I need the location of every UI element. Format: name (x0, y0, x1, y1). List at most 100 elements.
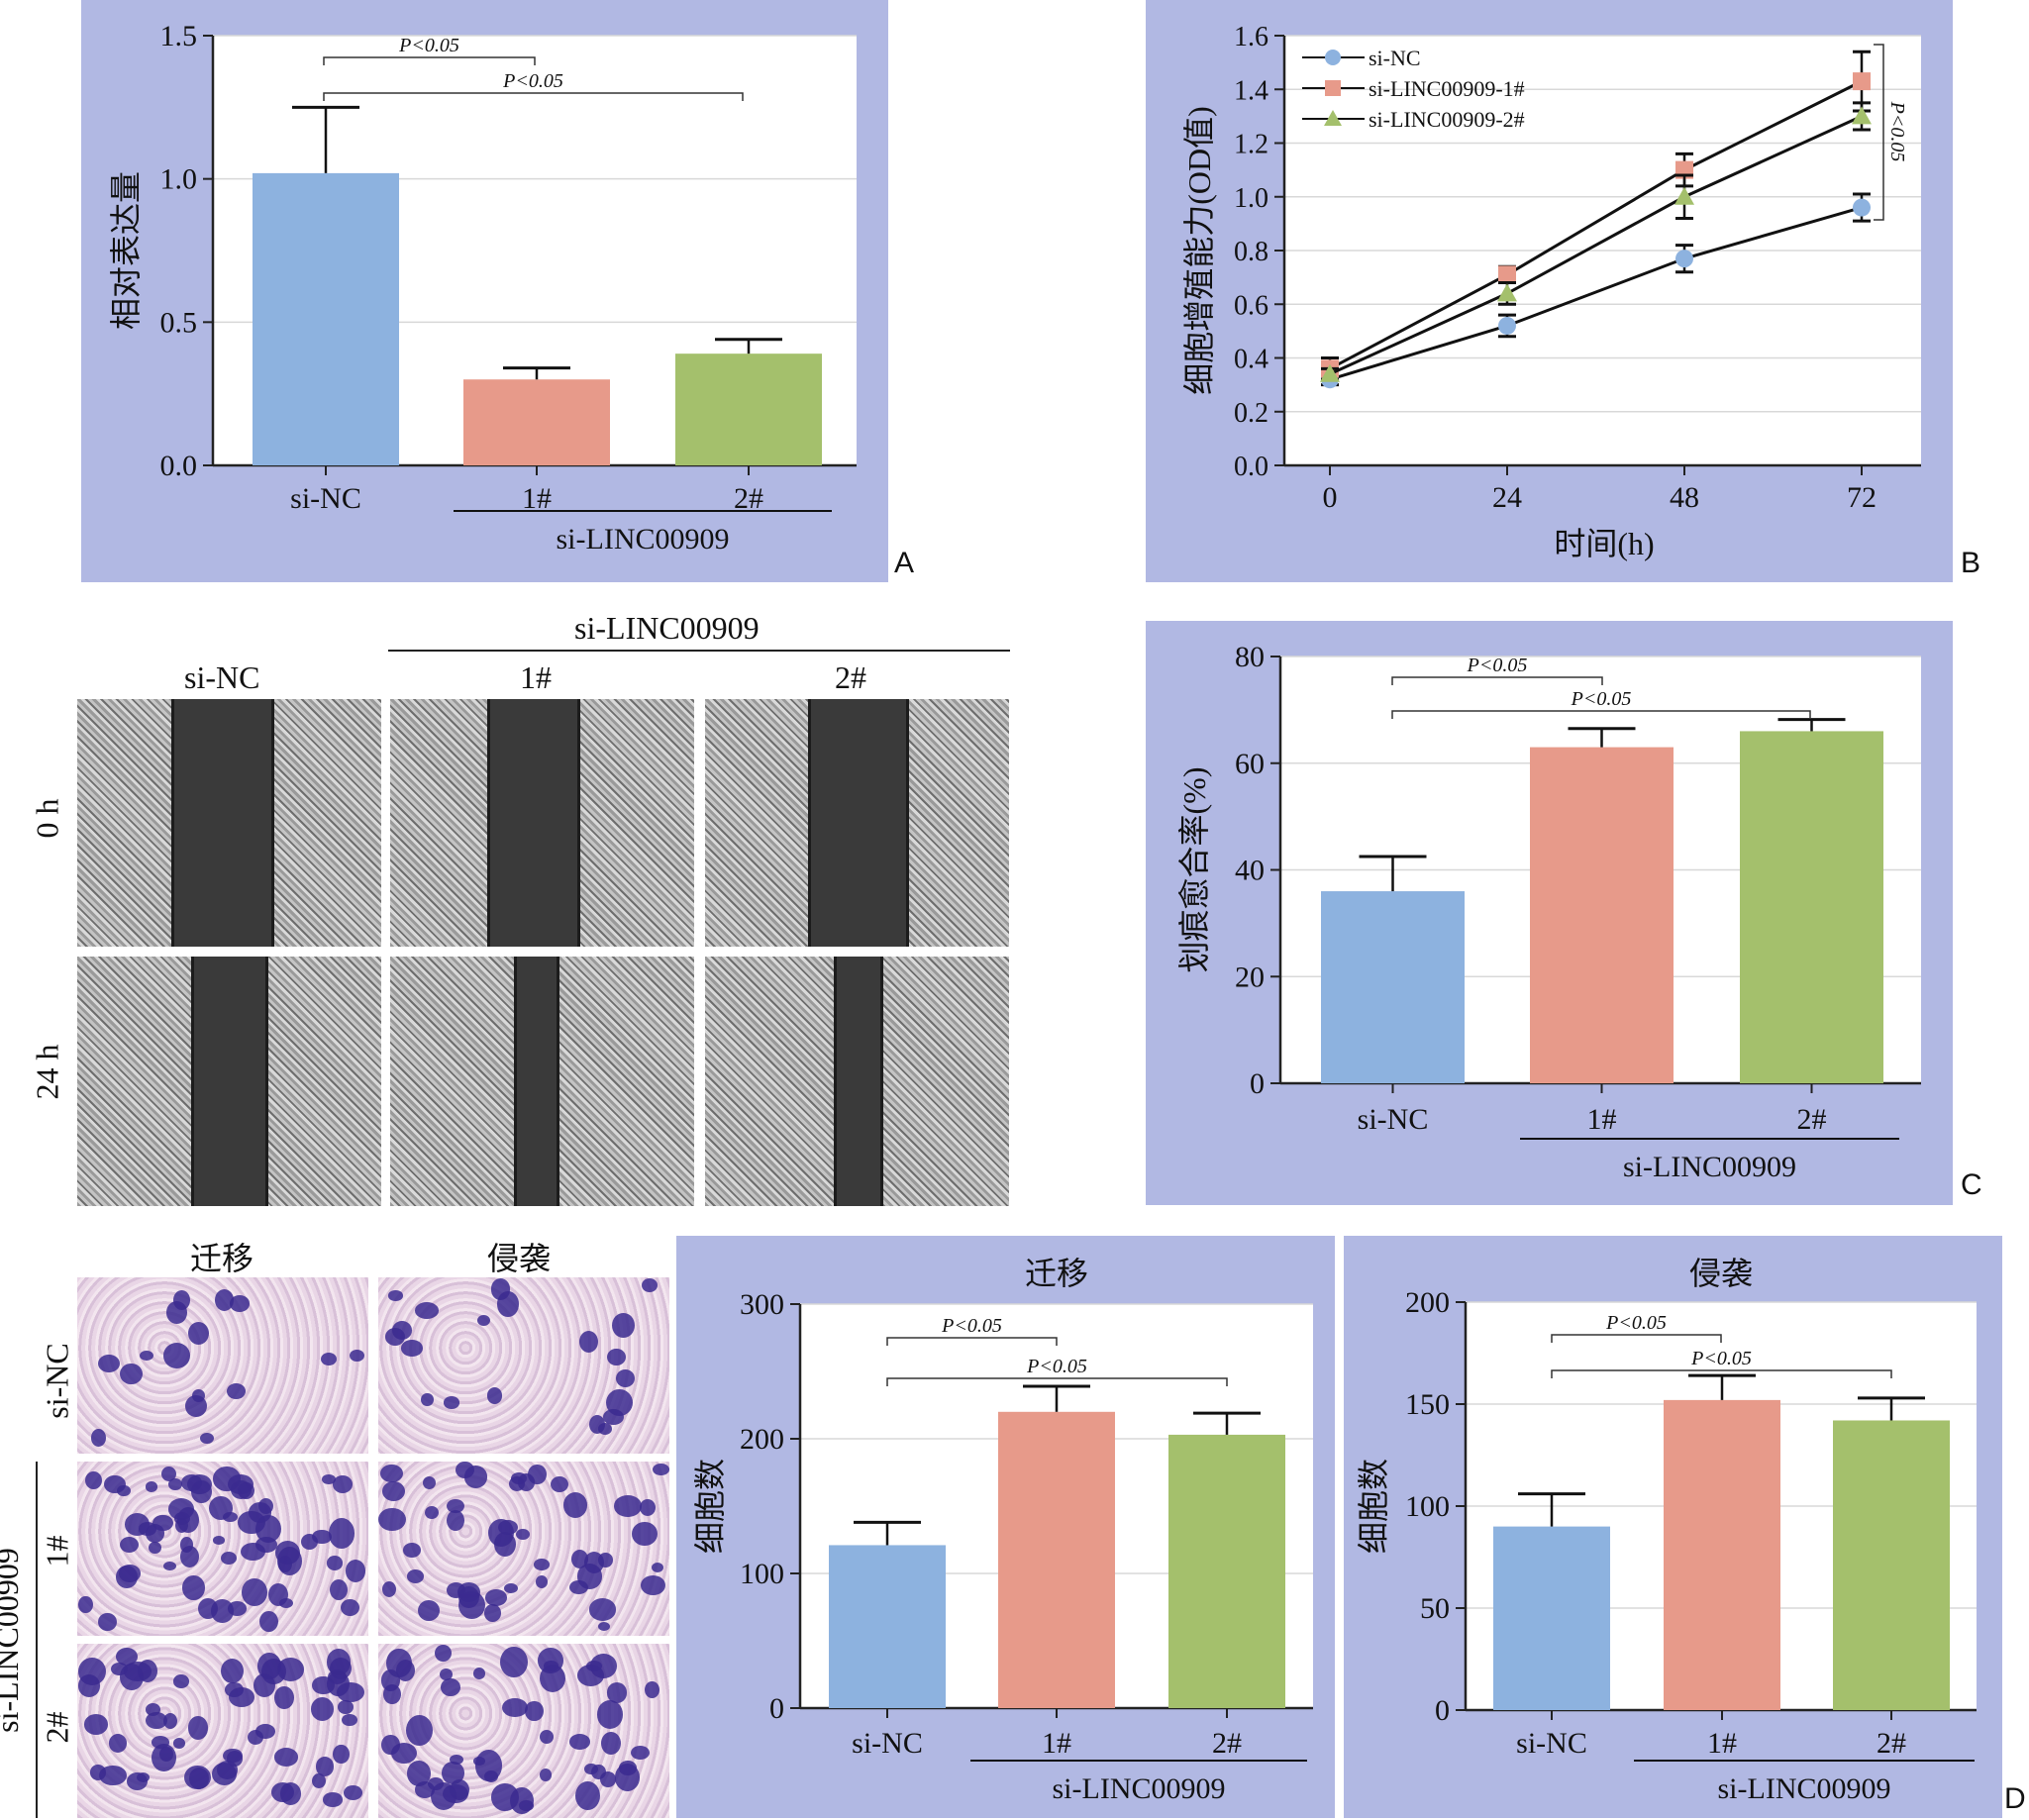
stained-cell (612, 1312, 635, 1338)
wound-image-2-0h (705, 699, 1009, 947)
bar-1# (1664, 1399, 1780, 1710)
stained-cell (472, 1667, 486, 1679)
category-label: 2# (1212, 1727, 1242, 1760)
wound-image-si-nc-0h (77, 699, 381, 947)
stained-cell (450, 1754, 464, 1766)
stained-cell (504, 1582, 518, 1593)
y-tick-label: 1.0 (1234, 183, 1268, 214)
stained-cell (447, 1499, 464, 1514)
stained-cell (163, 1561, 176, 1570)
y-axis-label: 划痕愈合率(%) (1176, 767, 1212, 973)
stained-cell (490, 1783, 519, 1811)
stained-cell (276, 1546, 303, 1576)
significance-bracket (323, 92, 744, 101)
series-line-si-NC (1329, 206, 1863, 381)
stained-cell (227, 1383, 247, 1399)
stained-cell (227, 1751, 244, 1767)
bar-si-NC (1493, 1526, 1610, 1710)
stained-cell (405, 1715, 434, 1747)
stained-cell (211, 1763, 238, 1786)
group-label: si-LINC00909 (557, 523, 730, 556)
stained-cell (443, 1396, 459, 1409)
stained-cell (640, 1574, 665, 1595)
wound-col-1: 1# (520, 659, 552, 695)
significance-bracket (1874, 44, 1884, 221)
x-tick-label: 48 (1670, 481, 1699, 514)
y-tick-label: 60 (1235, 748, 1265, 780)
significance-bracket (886, 1337, 1058, 1346)
stained-cell (179, 1537, 193, 1553)
stained-cell (457, 1585, 479, 1609)
category-label: 2# (1797, 1103, 1827, 1136)
stained-cell (197, 1597, 218, 1619)
y-tick-label: 200 (740, 1423, 784, 1456)
stained-cell (341, 1713, 358, 1727)
stained-cell (577, 1665, 604, 1687)
stained-cell (388, 1290, 404, 1301)
stained-cell (229, 1295, 250, 1312)
y-tick-label: 0.0 (160, 450, 198, 482)
stained-cell (276, 1658, 304, 1681)
stained-cell (380, 1669, 401, 1692)
stained-cell (278, 1597, 293, 1608)
stained-cell (484, 1770, 499, 1783)
stained-cell (570, 1549, 589, 1568)
x-axis-label: 时间(h) (1554, 526, 1654, 561)
stained-cell (254, 1514, 282, 1543)
category-label: 1# (1042, 1727, 1071, 1760)
stained-cell (89, 1765, 107, 1780)
stained-cell (108, 1734, 128, 1754)
stained-cell (600, 1732, 621, 1756)
stained-cell (597, 1621, 611, 1632)
p-value-label: P<0.05 (1026, 1356, 1087, 1377)
stained-cell (588, 1598, 617, 1621)
transwell-image-invasion-si-nc (378, 1277, 669, 1454)
legend-marker (1325, 50, 1341, 65)
stained-cell (311, 1773, 326, 1789)
stained-cell (172, 1737, 186, 1749)
bar-2# (1833, 1420, 1950, 1710)
stained-cell (209, 1496, 233, 1521)
stained-cell (230, 1480, 252, 1499)
y-tick-label: 0.5 (160, 306, 198, 339)
series-line-si-LINC00909-1# (1329, 79, 1863, 370)
panel-letter-a: A (894, 547, 915, 579)
data-point (1320, 363, 1340, 382)
stained-cell (603, 1408, 624, 1425)
stained-cell (162, 1343, 190, 1368)
stained-cell (380, 1464, 403, 1482)
transwell-image-migration-si-nc (77, 1277, 368, 1454)
stained-cell (180, 1474, 203, 1492)
y-tick-label: 150 (1405, 1388, 1450, 1421)
stained-cell (215, 1289, 235, 1312)
p-value-label: P<0.05 (941, 1315, 1002, 1337)
stained-cell (486, 1387, 503, 1404)
stained-cell (322, 1792, 343, 1807)
bar-2# (675, 354, 822, 465)
stained-cell (619, 1761, 637, 1775)
stained-cell (476, 1314, 490, 1327)
stained-cell (191, 1388, 205, 1402)
stained-cell (407, 1760, 432, 1786)
y-axis-label: 细胞增殖能力(OD值) (1181, 106, 1217, 395)
stained-cell (442, 1762, 464, 1784)
stained-cell (345, 1559, 366, 1582)
category-label: si-NC (290, 482, 361, 515)
y-tick-label: 0.6 (1234, 290, 1268, 321)
data-point (1497, 283, 1517, 302)
p-value-label: P<0.05 (1886, 101, 1908, 162)
stained-cell (255, 1723, 275, 1740)
stained-cell (126, 1772, 149, 1790)
stained-cell (111, 1662, 128, 1675)
stained-cell (598, 1422, 613, 1435)
y-tick-label: 0 (769, 1692, 784, 1725)
stained-cell (183, 1765, 211, 1790)
y-tick-label: 1.6 (1234, 22, 1268, 52)
stained-cell (500, 1646, 528, 1678)
stained-cell (99, 1765, 127, 1785)
stained-cell (116, 1566, 138, 1588)
data-point (1853, 198, 1871, 217)
